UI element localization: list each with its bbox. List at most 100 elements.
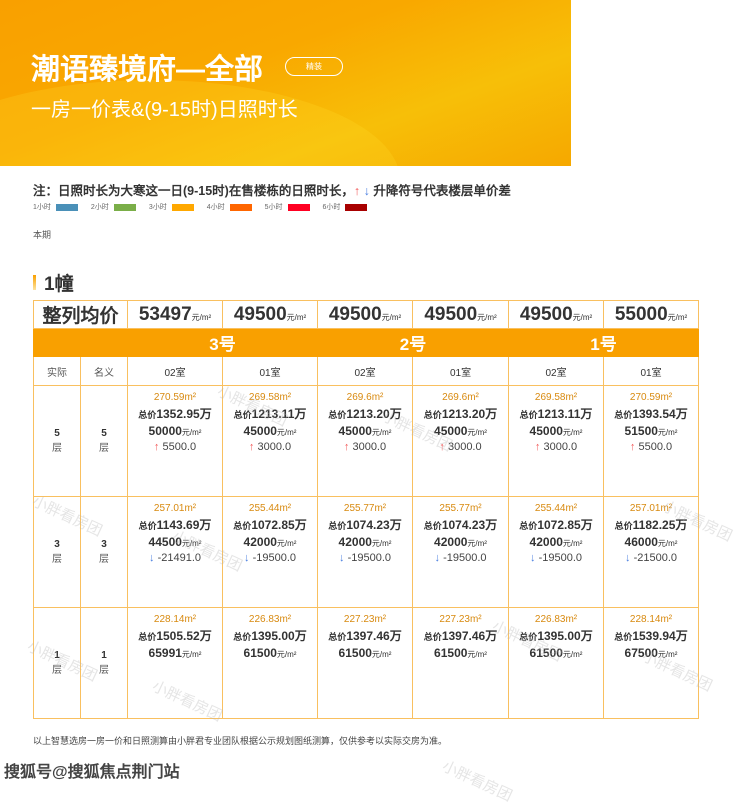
- unit-price: 42000元/m²: [223, 535, 317, 549]
- price-value: 67500: [624, 646, 658, 660]
- unit-label: 元/m²: [562, 539, 583, 548]
- unit-label: 元/m²: [181, 650, 202, 659]
- total-value: 1074.23: [441, 518, 486, 532]
- unit-price: 61500元/m²: [509, 646, 603, 660]
- price-value: 46000: [624, 535, 658, 549]
- unit-total: 总价1213.20万: [413, 405, 508, 422]
- room-header: 01室: [222, 356, 319, 386]
- unit-area: 255.77m²: [439, 503, 482, 514]
- legend-label: 1小时: [33, 204, 51, 211]
- page-subtitle: 一房一价表&(9-15时)日照时长: [31, 99, 298, 121]
- price-value: 45000: [434, 424, 468, 438]
- unit-cell: 257.01m² 总价1143.69万 44500元/m² ↓ -21491.0: [127, 496, 224, 608]
- legend-label: 3小时: [148, 204, 167, 211]
- avg-price-cell: 49500元/m²: [508, 300, 605, 329]
- arrow-down-icon: ↓: [530, 552, 536, 564]
- unit-price: 67500元/m²: [604, 646, 698, 660]
- total-prefix: 总价: [614, 521, 633, 531]
- total-prefix: 总价: [138, 410, 157, 420]
- floor-suffix: 层: [99, 665, 109, 676]
- unit-price: 65991元/m²: [128, 646, 222, 660]
- price-value: 61500: [243, 646, 277, 660]
- unit-cell: 270.59m² 总价1352.95万 50000元/m² ↑ 5500.0: [127, 385, 224, 497]
- unit-label: 元/m²: [562, 428, 583, 437]
- avg-price-label: 整列均价: [32, 300, 129, 329]
- unit-price: 45000元/m²: [223, 424, 317, 438]
- unit-cell: 255.44m² 总价1072.85万 42000元/m² ↓ -19500.0: [508, 496, 605, 608]
- legend-swatch: [171, 203, 194, 211]
- building-number: 2号: [317, 328, 510, 357]
- legend-item: 3小时: [149, 202, 194, 212]
- floor-number: 1: [54, 650, 60, 661]
- unit-cell: 226.83m² 总价1395.00万 61500元/m²: [222, 607, 319, 719]
- unit-cell: 227.23m² 总价1397.46万 61500元/m²: [317, 607, 414, 719]
- unit-label: 元/m²: [181, 428, 202, 437]
- note-suffix: 升降符号代表楼层单价差: [369, 184, 511, 198]
- sunlight-legend: 1小时 2小时 3小时 4小时 5小时 6小时: [33, 202, 380, 212]
- unit-label: 元/m²: [667, 312, 688, 322]
- arrow-up-icon: ↑: [343, 441, 350, 453]
- arrow-down-icon: ↓: [625, 552, 631, 564]
- unit-price: 42000元/m²: [413, 535, 508, 549]
- header-row: 实际 名义 02室 01室 02室 01室 02室 01室: [33, 356, 700, 386]
- unit-total: 总价1395.00万: [223, 627, 317, 644]
- price-diff: ↑ 3000.0: [318, 441, 412, 453]
- total-prefix: 总价: [519, 521, 538, 531]
- legend-item: 5小时: [265, 202, 310, 212]
- price-diff: ↓ -21500.0: [604, 552, 698, 564]
- price-value: 50000: [148, 424, 182, 438]
- unit-total: 总价1395.00万: [509, 627, 603, 644]
- unit-cell: 228.14m² 总价1539.94万 67500元/m²: [603, 607, 700, 719]
- price-diff: ↑ 3000.0: [509, 441, 603, 453]
- floor-number: 5: [54, 428, 60, 439]
- col-nominal: 名义: [79, 356, 129, 386]
- price-diff: ↓ -19500.0: [223, 552, 317, 564]
- price-diff: ↑ 5500.0: [604, 441, 698, 453]
- avg-price-cell: 49500元/m²: [412, 300, 510, 329]
- total-prefix: 总价: [328, 410, 347, 420]
- unit-area: 226.83m²: [534, 614, 578, 625]
- unit-cell: 257.01m² 总价1182.25万 46000元/m² ↓ -21500.0: [603, 496, 700, 608]
- unit-price: 61500元/m²: [413, 646, 508, 660]
- unit-label: 元/m²: [562, 650, 583, 659]
- total-unit: 万: [199, 518, 212, 532]
- diff-value: 3000.0: [254, 441, 292, 453]
- total-prefix: 总价: [233, 632, 252, 642]
- unit-label: 元/m²: [467, 428, 487, 437]
- total-prefix: 总价: [328, 521, 347, 531]
- price-value: 61500: [529, 646, 563, 660]
- unit-area: 270.59m²: [153, 392, 197, 403]
- building-number: 3号: [127, 328, 319, 357]
- unit-total: 总价1182.25万: [604, 516, 698, 533]
- total-unit: 万: [389, 518, 402, 532]
- legend-label: 2小时: [90, 204, 109, 211]
- unit-price: 45000元/m²: [509, 424, 603, 438]
- avg-price-value: 53497: [138, 303, 192, 325]
- diff-value: -19500.0: [440, 552, 487, 564]
- unit-label: 元/m²: [371, 650, 392, 659]
- page-title: 潮语臻境府—全部: [31, 54, 264, 86]
- total-unit: 万: [580, 629, 593, 643]
- unit-price: 50000元/m²: [128, 424, 222, 438]
- building-title: 1幢: [44, 274, 74, 295]
- unit-total: 总价1072.85万: [509, 516, 603, 533]
- total-unit: 万: [294, 407, 307, 421]
- unit-label: 元/m²: [276, 428, 297, 437]
- table-row: 3 层 3 层 257.01m² 总价1143.69万 44500元/m² ↓ -21491.…: [33, 496, 700, 608]
- legend-item: 6小时: [323, 202, 368, 212]
- price-value: 65991: [148, 646, 182, 660]
- price-diff: ↓ -19500.0: [318, 552, 412, 564]
- price-value: 61500: [434, 646, 468, 660]
- building-row: 3号 2号 1号: [32, 328, 700, 357]
- total-unit: 万: [389, 407, 402, 421]
- price-diff: ↓ -19500.0: [509, 552, 603, 564]
- unit-total: 总价1074.23万: [318, 516, 412, 533]
- unit-total: 总价1074.23万: [413, 516, 508, 533]
- total-value: 1213.20: [441, 407, 486, 421]
- unit-cell: 255.77m² 总价1074.23万 42000元/m² ↓ -19500.0: [412, 496, 510, 608]
- total-prefix: 总价: [519, 410, 538, 420]
- total-unit: 万: [485, 407, 498, 421]
